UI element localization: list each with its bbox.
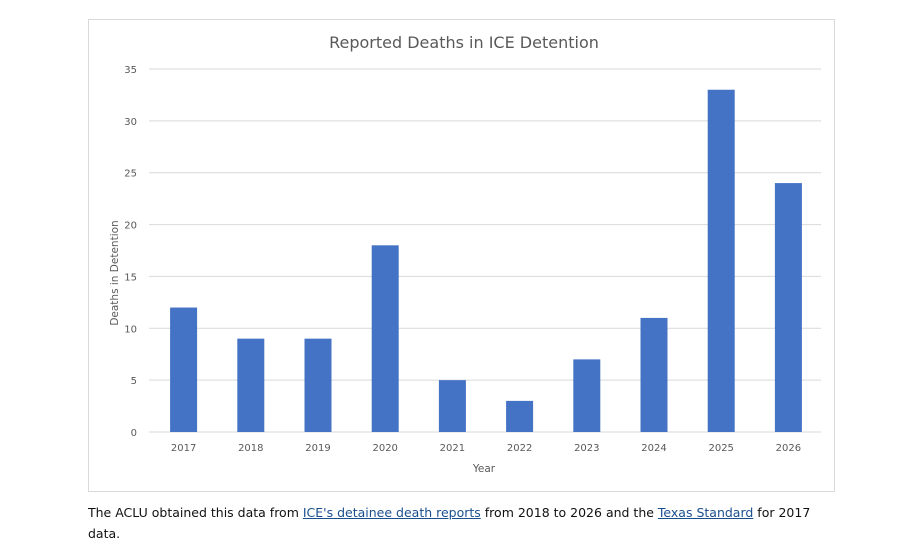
bar-2020: [371, 245, 399, 432]
x-tick-label: 2023: [574, 443, 599, 454]
bar-2021: [438, 380, 466, 432]
x-tick-label: 2025: [708, 443, 733, 454]
bar-2025: [707, 89, 735, 432]
y-tick-label: 5: [131, 376, 137, 387]
y-axis-title: Deaths in Detention: [109, 220, 121, 325]
y-tick-label: 20: [124, 221, 137, 232]
bar-2018: [237, 338, 265, 432]
chart-container: Reported Deaths in ICE Detention 0 5 10 15 2…: [88, 19, 835, 492]
x-tick-label: 2017: [171, 443, 196, 454]
chart-title: Reported Deaths in ICE Detention: [329, 33, 599, 52]
y-tick-label: 10: [124, 324, 137, 335]
chart-caption: The ACLU obtained this data from ICE's d…: [88, 502, 833, 544]
y-tick-label: 0: [131, 428, 137, 439]
bar-2019: [304, 338, 332, 432]
caption-text: for 2017 data.: [88, 505, 811, 541]
bar-2026: [774, 183, 802, 432]
bar-chart: Reported Deaths in ICE Detention 0 5 10 15 2…: [109, 33, 821, 475]
y-tick-label: 15: [124, 272, 137, 283]
x-tick-label: 2021: [440, 443, 465, 454]
bar-2017: [170, 307, 198, 432]
bar-2024: [640, 317, 668, 432]
bars: [170, 89, 802, 432]
caption-text: from 2018 to 2026 and the: [480, 505, 658, 520]
bar-2022: [506, 400, 534, 432]
y-axis-ticks: 0 5 10 15 20 25 30 35: [124, 65, 137, 439]
y-tick-label: 25: [124, 169, 137, 180]
y-tick-label: 30: [124, 117, 137, 128]
x-tick-label: 2024: [641, 443, 666, 454]
x-axis-ticks: 2017 2018 2019 2020 2021 2022 2023 2024 2025 2026: [171, 443, 801, 454]
x-axis-title: Year: [472, 463, 496, 475]
ice-death-reports-link[interactable]: ICE's detainee death reports: [302, 505, 481, 520]
texas-standard-link[interactable]: Texas Standard: [657, 505, 754, 520]
bar-2023: [573, 359, 601, 432]
x-tick-label: 2019: [305, 443, 330, 454]
x-tick-label: 2026: [776, 443, 801, 454]
caption-text: The ACLU obtained this data from: [88, 505, 303, 520]
y-tick-label: 35: [124, 65, 137, 76]
x-tick-label: 2022: [507, 443, 532, 454]
x-tick-label: 2018: [238, 443, 263, 454]
x-tick-label: 2020: [372, 443, 397, 454]
